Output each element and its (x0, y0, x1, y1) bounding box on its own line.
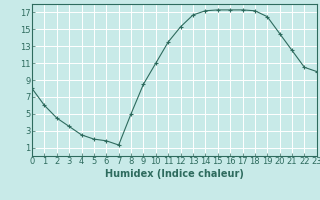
X-axis label: Humidex (Indice chaleur): Humidex (Indice chaleur) (105, 169, 244, 179)
